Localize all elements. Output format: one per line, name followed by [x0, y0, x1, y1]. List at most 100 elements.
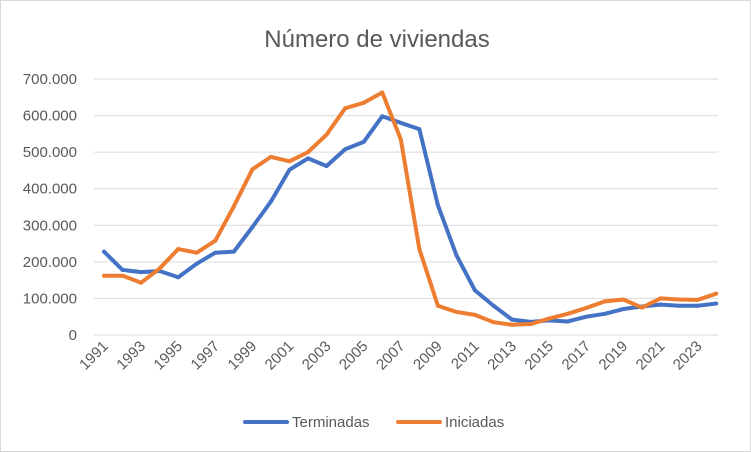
chart-title: Número de viviendas [264, 26, 489, 53]
data-point-iniciadas [287, 159, 292, 164]
data-point-iniciadas [306, 150, 311, 155]
x-tick-label: 2005 [336, 338, 372, 374]
y-tick-label: 100.000 [23, 290, 77, 307]
x-tick-label: 2013 [484, 338, 520, 374]
x-tick-label: 2021 [633, 338, 669, 374]
data-point-terminadas [714, 301, 719, 306]
data-point-terminadas [120, 267, 125, 272]
series-lines [102, 90, 719, 327]
data-point-terminadas [454, 253, 459, 258]
series-line-terminadas [102, 114, 719, 324]
data-point-iniciadas [380, 90, 385, 95]
data-point-iniciadas [176, 247, 181, 252]
data-point-terminadas [417, 127, 422, 132]
x-tick-label: 2007 [373, 338, 409, 374]
x-tick-label: 1999 [225, 338, 261, 374]
data-point-terminadas [250, 225, 255, 230]
data-point-iniciadas [102, 273, 106, 278]
data-point-terminadas [658, 302, 663, 307]
legend-label-terminadas: Terminadas [292, 414, 370, 431]
data-point-iniciadas [658, 296, 663, 301]
data-point-iniciadas [454, 309, 459, 314]
data-point-iniciadas [139, 280, 144, 285]
x-tick-label: 2009 [410, 338, 446, 374]
series-line-iniciadas [102, 90, 719, 327]
data-point-terminadas [621, 307, 626, 312]
data-point-iniciadas [213, 238, 218, 243]
data-point-iniciadas [547, 316, 552, 321]
legend-label-iniciadas: Iniciadas [445, 414, 504, 431]
data-point-iniciadas [120, 273, 125, 278]
data-point-terminadas [565, 319, 570, 324]
data-point-iniciadas [157, 266, 162, 271]
data-point-iniciadas [621, 297, 626, 302]
x-tick-label: 1995 [150, 338, 186, 374]
data-point-iniciadas [714, 291, 719, 296]
data-point-terminadas [324, 164, 329, 169]
data-point-terminadas [194, 261, 199, 266]
data-point-terminadas [584, 314, 589, 319]
data-point-iniciadas [677, 297, 682, 302]
data-point-iniciadas [510, 322, 515, 327]
gridlines [94, 78, 718, 336]
data-point-iniciadas [417, 247, 422, 252]
data-point-terminadas [435, 203, 440, 208]
y-tick-label: 600.000 [23, 108, 77, 125]
data-point-iniciadas [584, 305, 589, 310]
data-point-terminadas [306, 156, 311, 161]
data-point-iniciadas [231, 204, 236, 209]
data-point-iniciadas [473, 312, 477, 317]
x-tick-label: 2017 [559, 338, 595, 374]
data-point-iniciadas [602, 299, 607, 304]
data-point-terminadas [473, 288, 477, 293]
y-tick-label: 500.000 [23, 144, 77, 161]
y-axis-ticks: 0 100.000 200.000 300.000 400.000 500.000 600.… [23, 71, 77, 344]
data-point-terminadas [361, 139, 366, 144]
data-point-terminadas [677, 303, 682, 308]
data-point-terminadas [380, 114, 385, 119]
data-point-terminadas [213, 250, 218, 255]
data-point-terminadas [695, 303, 700, 308]
data-point-terminadas [343, 147, 348, 152]
y-tick-label: 200.000 [23, 254, 77, 271]
data-point-iniciadas [343, 106, 348, 111]
data-point-terminadas [491, 303, 496, 308]
data-point-terminadas [510, 317, 515, 322]
data-point-terminadas [231, 249, 236, 254]
x-tick-label: 2023 [670, 338, 706, 374]
x-tick-label: 2015 [521, 338, 557, 374]
x-tick-label: 2019 [596, 338, 632, 374]
data-point-iniciadas [528, 322, 533, 327]
y-tick-label: 400.000 [23, 181, 77, 198]
y-tick-label: 0 [69, 327, 77, 344]
data-point-iniciadas [435, 303, 440, 308]
y-tick-label: 700.000 [23, 71, 77, 88]
x-tick-label: 1991 [76, 338, 112, 374]
data-point-terminadas [268, 199, 273, 204]
data-point-terminadas [398, 120, 403, 125]
data-point-terminadas [139, 270, 144, 275]
data-point-iniciadas [324, 132, 329, 137]
data-point-iniciadas [565, 311, 570, 316]
data-point-iniciadas [361, 100, 366, 105]
data-point-terminadas [602, 311, 607, 316]
data-point-iniciadas [398, 137, 403, 142]
x-axis-ticks: 1991 1993 1995 1997 1999 2001 2003 2005 2007 2009… [76, 338, 705, 374]
data-point-iniciadas [639, 305, 644, 310]
data-point-terminadas [176, 275, 181, 280]
x-tick-label: 2001 [262, 338, 298, 374]
x-tick-label: 2011 [448, 338, 483, 373]
legend: Terminadas Iniciadas [243, 414, 504, 431]
x-tick-label: 1997 [188, 338, 224, 374]
data-point-iniciadas [194, 250, 199, 255]
x-tick-label: 1993 [113, 338, 149, 374]
data-point-iniciadas [491, 320, 496, 325]
data-point-terminadas [102, 249, 106, 254]
data-point-iniciadas [250, 167, 255, 172]
data-point-terminadas [287, 167, 292, 172]
data-point-iniciadas [695, 297, 700, 302]
x-tick-label: 2003 [299, 338, 335, 374]
data-point-iniciadas [268, 154, 273, 159]
